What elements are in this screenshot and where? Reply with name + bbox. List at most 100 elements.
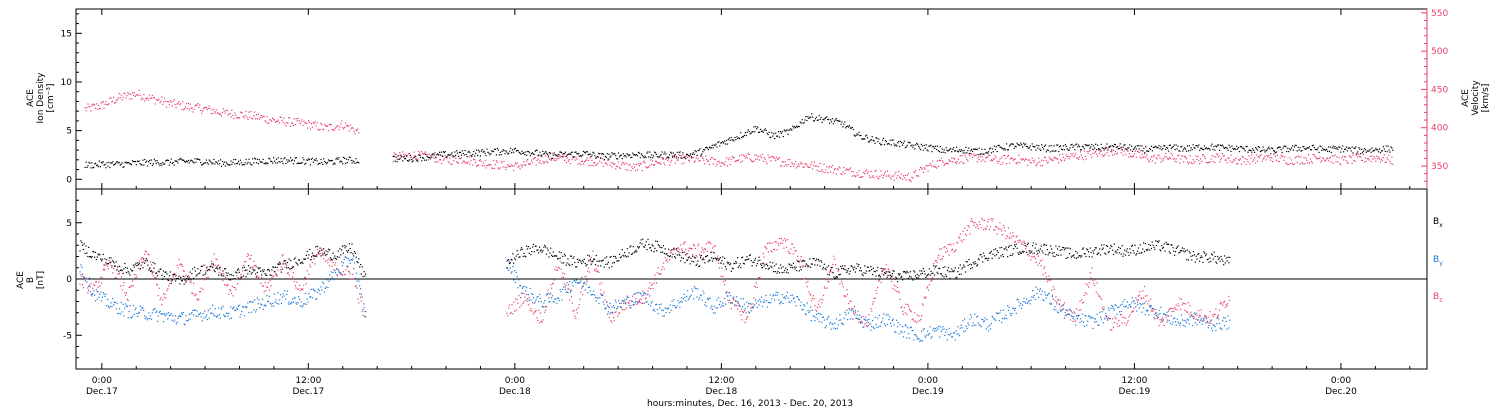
velocity-point bbox=[1016, 163, 1018, 165]
density-point bbox=[450, 153, 452, 155]
bz-point bbox=[149, 268, 151, 270]
density-point bbox=[501, 150, 503, 153]
velocity-point bbox=[213, 108, 215, 110]
bz-point bbox=[530, 307, 532, 310]
bz-point bbox=[754, 286, 757, 288]
bz-point bbox=[893, 284, 895, 286]
velocity-point bbox=[489, 164, 491, 166]
bz-point bbox=[797, 255, 799, 257]
velocity-point bbox=[717, 160, 719, 163]
bz-point bbox=[298, 284, 301, 286]
bz-point bbox=[1108, 317, 1110, 320]
velocity-point bbox=[270, 119, 272, 121]
by-point bbox=[824, 327, 826, 329]
bz-point bbox=[736, 308, 739, 310]
density-point bbox=[1359, 148, 1361, 150]
velocity-point bbox=[900, 177, 902, 179]
density-point bbox=[474, 155, 476, 157]
density-point bbox=[615, 155, 617, 157]
density-point bbox=[221, 160, 224, 163]
bz-point bbox=[575, 317, 577, 319]
velocity-point bbox=[1037, 162, 1039, 164]
velocity-point bbox=[321, 124, 323, 126]
bz-point bbox=[775, 241, 777, 243]
density-point bbox=[988, 151, 990, 153]
velocity-point bbox=[1220, 157, 1223, 159]
density-point bbox=[947, 150, 949, 152]
velocity-point bbox=[890, 178, 892, 180]
density-point bbox=[721, 142, 723, 144]
velocity-point bbox=[346, 124, 348, 126]
velocity-point bbox=[1078, 158, 1080, 160]
density-point bbox=[1247, 151, 1249, 153]
velocity-point bbox=[133, 92, 135, 94]
bz-point bbox=[1136, 299, 1138, 301]
velocity-point bbox=[1114, 150, 1117, 152]
velocity-point bbox=[593, 162, 595, 164]
by-point bbox=[522, 286, 524, 288]
by-point bbox=[805, 314, 807, 316]
bz-point bbox=[701, 247, 703, 249]
velocity-point bbox=[243, 117, 245, 119]
density-point bbox=[445, 156, 447, 158]
velocity-point bbox=[850, 170, 852, 173]
by-point bbox=[676, 305, 678, 307]
bz-point bbox=[200, 287, 202, 289]
by-point bbox=[1172, 321, 1174, 323]
density-point bbox=[853, 134, 855, 136]
density-point bbox=[840, 123, 842, 125]
velocity-point bbox=[86, 106, 88, 109]
bz-point bbox=[83, 276, 85, 278]
velocity-point bbox=[818, 170, 820, 172]
density-point bbox=[169, 161, 171, 163]
velocity-point bbox=[396, 158, 398, 160]
velocity-point bbox=[1229, 160, 1231, 162]
density-point bbox=[559, 151, 561, 153]
bz-point bbox=[186, 280, 188, 282]
velocity-point bbox=[299, 123, 301, 125]
bz-point bbox=[1174, 308, 1177, 310]
density-point bbox=[1239, 146, 1241, 148]
velocity-point bbox=[1293, 163, 1295, 165]
bz-point bbox=[541, 321, 543, 323]
density-point bbox=[1205, 147, 1207, 149]
density-point bbox=[1358, 147, 1360, 149]
density-point bbox=[453, 156, 455, 158]
velocity-point bbox=[568, 159, 570, 161]
density-point bbox=[1342, 145, 1344, 147]
density-point bbox=[661, 151, 663, 153]
velocity-point bbox=[406, 155, 409, 157]
by-point bbox=[979, 324, 981, 326]
velocity-point bbox=[157, 99, 159, 101]
bz-point bbox=[1177, 303, 1179, 305]
by-point bbox=[526, 298, 529, 300]
bz-point bbox=[1049, 279, 1051, 281]
velocity-point bbox=[1386, 157, 1388, 159]
density-point bbox=[264, 163, 266, 165]
bz-point bbox=[662, 266, 664, 268]
velocity-point bbox=[187, 102, 189, 105]
velocity-point bbox=[1367, 158, 1369, 160]
velocity-point bbox=[804, 163, 806, 165]
velocity-point bbox=[446, 157, 448, 159]
density-point bbox=[756, 128, 758, 130]
bz-point bbox=[998, 228, 1000, 230]
by-point bbox=[1059, 309, 1061, 311]
bz-point bbox=[329, 260, 332, 262]
density-point bbox=[178, 159, 180, 161]
density-point bbox=[436, 154, 438, 156]
bz-point bbox=[734, 305, 736, 307]
bz-point bbox=[657, 267, 659, 269]
velocity-point bbox=[844, 173, 846, 175]
density-point bbox=[717, 141, 719, 144]
density-point bbox=[287, 161, 289, 163]
density-point bbox=[804, 119, 806, 121]
velocity-point bbox=[975, 154, 977, 156]
by-point bbox=[551, 297, 553, 299]
by-point bbox=[791, 300, 793, 302]
density-point bbox=[438, 154, 440, 156]
velocity-point bbox=[910, 180, 912, 183]
by-point bbox=[553, 301, 555, 303]
velocity-point bbox=[1351, 162, 1353, 164]
by-point bbox=[545, 306, 547, 308]
